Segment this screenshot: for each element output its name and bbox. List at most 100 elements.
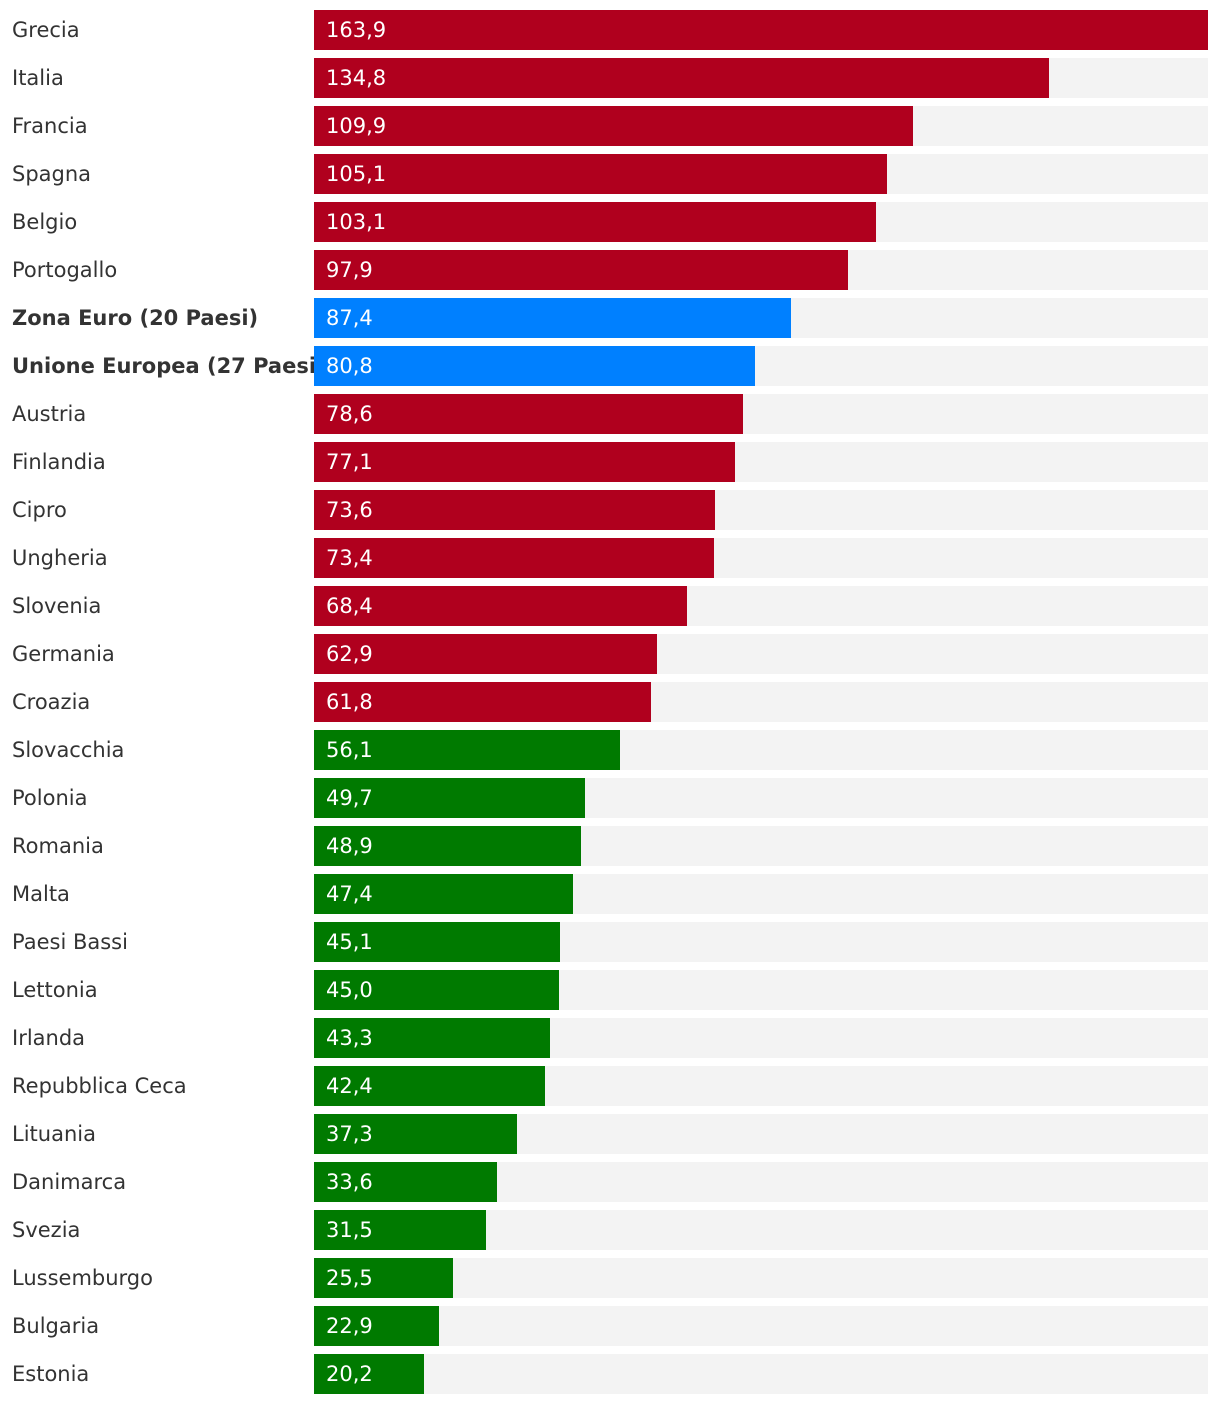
bar: [314, 394, 743, 434]
category-label: Repubblica Ceca: [12, 1074, 187, 1098]
data-label: 33,6: [326, 1170, 373, 1194]
bar: [314, 682, 651, 722]
data-label: 77,1: [326, 450, 373, 474]
bar-row: Paesi Bassi 45,1: [0, 922, 1220, 962]
category-label: Lituania: [12, 1122, 96, 1146]
bar-row: Austria 78,6: [0, 394, 1220, 434]
category-label: Paesi Bassi: [12, 930, 128, 954]
bar: [314, 1066, 545, 1106]
bar-row: Germania 62,9: [0, 634, 1220, 674]
data-label: 62,9: [326, 642, 373, 666]
data-label: 61,8: [326, 690, 373, 714]
category-label: Spagna: [12, 162, 92, 186]
bar-row: Svezia 31,5: [0, 1210, 1220, 1250]
category-label: Germania: [12, 642, 115, 666]
category-label: Slovacchia: [12, 738, 125, 762]
category-label: Francia: [12, 114, 88, 138]
bar: [314, 538, 714, 578]
category-label: Croazia: [12, 690, 91, 714]
bar-row: Bulgaria 22,9: [0, 1306, 1220, 1346]
bar-row: Portogallo 97,9: [0, 250, 1220, 290]
category-label: Portogallo: [12, 258, 118, 282]
bar: [314, 58, 1049, 98]
category-label: Svezia: [12, 1218, 81, 1242]
bar-row: Zona Euro (20 Paesi) 87,4: [0, 298, 1220, 338]
data-label: 87,4: [326, 306, 373, 330]
category-label: Ungheria: [12, 546, 108, 570]
category-label: Romania: [12, 834, 104, 858]
data-label: 22,9: [326, 1314, 373, 1338]
category-label: Polonia: [12, 786, 88, 810]
bar-row: Belgio 103,1: [0, 202, 1220, 242]
bar: [314, 1114, 517, 1154]
data-label: 37,3: [326, 1122, 373, 1146]
data-label: 56,1: [326, 738, 373, 762]
category-label: Cipro: [12, 498, 67, 522]
bar-row: Irlanda 43,3: [0, 1018, 1220, 1058]
data-label: 97,9: [326, 258, 373, 282]
bar: [314, 826, 581, 866]
data-label: 109,9: [326, 114, 387, 138]
bar-row: Finlandia 77,1: [0, 442, 1220, 482]
data-label: 80,8: [326, 354, 373, 378]
category-label: Belgio: [12, 210, 78, 234]
data-label: 48,9: [326, 834, 373, 858]
category-label: Zona Euro (20 Paesi): [12, 306, 259, 330]
bar: [314, 490, 715, 530]
bar-row: Lussemburgo 25,5: [0, 1258, 1220, 1298]
bar-row: Italia 134,8: [0, 58, 1220, 98]
bar-row: Slovacchia 56,1: [0, 730, 1220, 770]
data-label: 42,4: [326, 1074, 373, 1098]
bar-row: Estonia 20,2: [0, 1354, 1220, 1394]
category-label: Grecia: [12, 18, 80, 42]
category-label: Estonia: [12, 1362, 90, 1386]
category-label: Bulgaria: [12, 1314, 100, 1338]
data-label: 47,4: [326, 882, 373, 906]
bar-row: Lituania 37,3: [0, 1114, 1220, 1154]
category-label: Lussemburgo: [12, 1266, 153, 1290]
bar-row: Malta 47,4: [0, 874, 1220, 914]
data-label: 103,1: [326, 210, 387, 234]
data-label: 45,1: [326, 930, 373, 954]
data-label: 78,6: [326, 402, 373, 426]
category-label: Finlandia: [12, 450, 106, 474]
data-label: 20,2: [326, 1362, 373, 1386]
category-label: Slovenia: [12, 594, 102, 618]
bar-row: Polonia 49,7: [0, 778, 1220, 818]
data-label: 105,1: [326, 162, 387, 186]
bar-row: Romania 48,9: [0, 826, 1220, 866]
bar: [314, 586, 687, 626]
bar-track: [314, 1354, 1208, 1394]
bar: [314, 922, 560, 962]
bar: [314, 1258, 453, 1298]
bar-row: Ungheria 73,4: [0, 538, 1220, 578]
bar-track: [314, 1306, 1208, 1346]
category-label: Malta: [12, 882, 70, 906]
category-label: Italia: [12, 66, 64, 90]
bar: [314, 1018, 550, 1058]
bar-row: Spagna 105,1: [0, 154, 1220, 194]
category-label: Danimarca: [12, 1170, 127, 1194]
bar-row: Lettonia 45,0: [0, 970, 1220, 1010]
data-label: 73,4: [326, 546, 373, 570]
category-label: Unione Europea (27 Paesi): [12, 354, 326, 378]
bar: [314, 250, 848, 290]
bar: [314, 106, 913, 146]
data-label: 134,8: [326, 66, 387, 90]
bar-track: [314, 1258, 1208, 1298]
category-label: Irlanda: [12, 1026, 86, 1050]
data-label: 31,5: [326, 1218, 373, 1242]
data-label: 43,3: [326, 1026, 373, 1050]
bar-row: Croazia 61,8: [0, 682, 1220, 722]
bar-row: Unione Europea (27 Paesi) 80,8: [0, 346, 1220, 386]
category-label: Lettonia: [12, 978, 98, 1002]
bar: [314, 442, 735, 482]
bar: [314, 778, 585, 818]
bar: [314, 1354, 424, 1394]
data-label: 45,0: [326, 978, 373, 1002]
bar: [314, 1162, 497, 1202]
data-label: 68,4: [326, 594, 373, 618]
bar-row: Repubblica Ceca 42,4: [0, 1066, 1220, 1106]
bar-row: Cipro 73,6: [0, 490, 1220, 530]
